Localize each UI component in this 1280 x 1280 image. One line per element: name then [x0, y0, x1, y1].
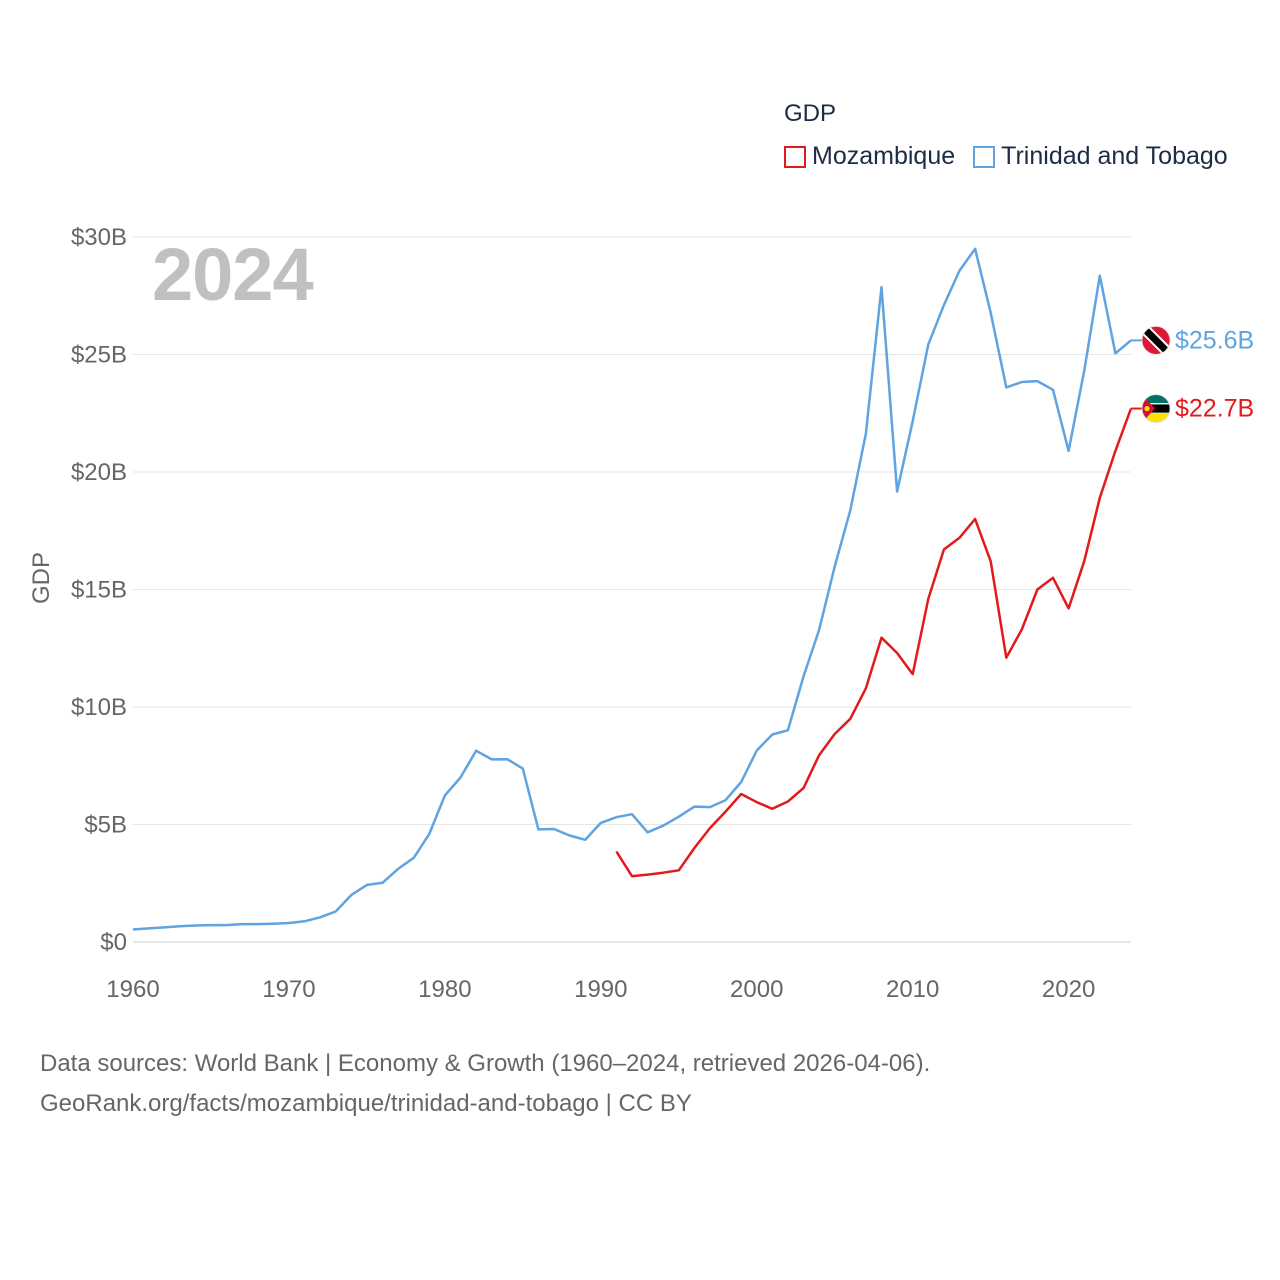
x-tick-label: 1990: [574, 976, 627, 1003]
y-tick-label: $0: [100, 929, 127, 956]
grid-lines: [133, 236, 1131, 943]
end-labels: $22.7B $25.6B: [1131, 325, 1254, 423]
y-axis-title: GDP: [28, 551, 55, 605]
y-tick-label: $5B: [84, 812, 127, 839]
series-line-mozambique[interactable]: [615, 408, 1133, 878]
x-tick-label: 2010: [886, 976, 939, 1003]
y-tick-label: $10B: [71, 694, 127, 721]
attribution-link[interactable]: GeoRank.org/facts/mozambique/trinidad-an…: [40, 1090, 692, 1117]
legend-label-trinidad-and-tobago: Trinidad and Tobago: [1001, 142, 1228, 170]
y-tick-label: $25B: [71, 342, 127, 369]
legend-swatch-trinidad-and-tobago: [973, 145, 996, 168]
trinidad-and-tobago-flag-icon: [1141, 325, 1171, 355]
end-value-label-mozambique: $22.7B: [1175, 395, 1254, 423]
end-value-label-trinidad-and-tobago: $25.6B: [1175, 326, 1254, 354]
sources-line: Data sources: World Bank | Economy & Gro…: [40, 1050, 931, 1077]
legend-item-trinidad-and-tobago[interactable]: Trinidad and Tobago: [973, 142, 1228, 171]
x-tick-label: 2000: [730, 976, 783, 1003]
x-tick-label: 1960: [106, 976, 159, 1003]
x-tick-label: 1970: [262, 976, 315, 1003]
legend-title: GDP: [784, 100, 837, 127]
legend: Mozambique Trinidad and Tobago: [784, 142, 1246, 171]
x-axis: 1960 1970 1980 1990 2000 2010 2020: [106, 976, 1095, 1003]
y-axis: $0 $5B $10B $15B $20B $25B $30B: [71, 224, 127, 956]
series-line-trinidad-and-tobago[interactable]: [132, 247, 1132, 931]
y-tick-label: $15B: [71, 577, 127, 604]
y-tick-label: $20B: [71, 459, 127, 486]
legend-swatch-mozambique: [784, 145, 806, 168]
current-year-label: 2024: [152, 233, 314, 316]
x-tick-label: 1980: [418, 976, 471, 1003]
legend-label-mozambique: Mozambique: [812, 142, 956, 170]
mozambique-flag-icon: [1141, 394, 1171, 423]
data-sources: Data sources: World Bank | Economy & Gro…: [40, 1044, 930, 1124]
series-lines: [132, 247, 1133, 931]
legend-item-mozambique[interactable]: Mozambique: [784, 142, 955, 171]
y-tick-label: $30B: [71, 224, 127, 251]
x-tick-label: 2020: [1042, 976, 1095, 1003]
